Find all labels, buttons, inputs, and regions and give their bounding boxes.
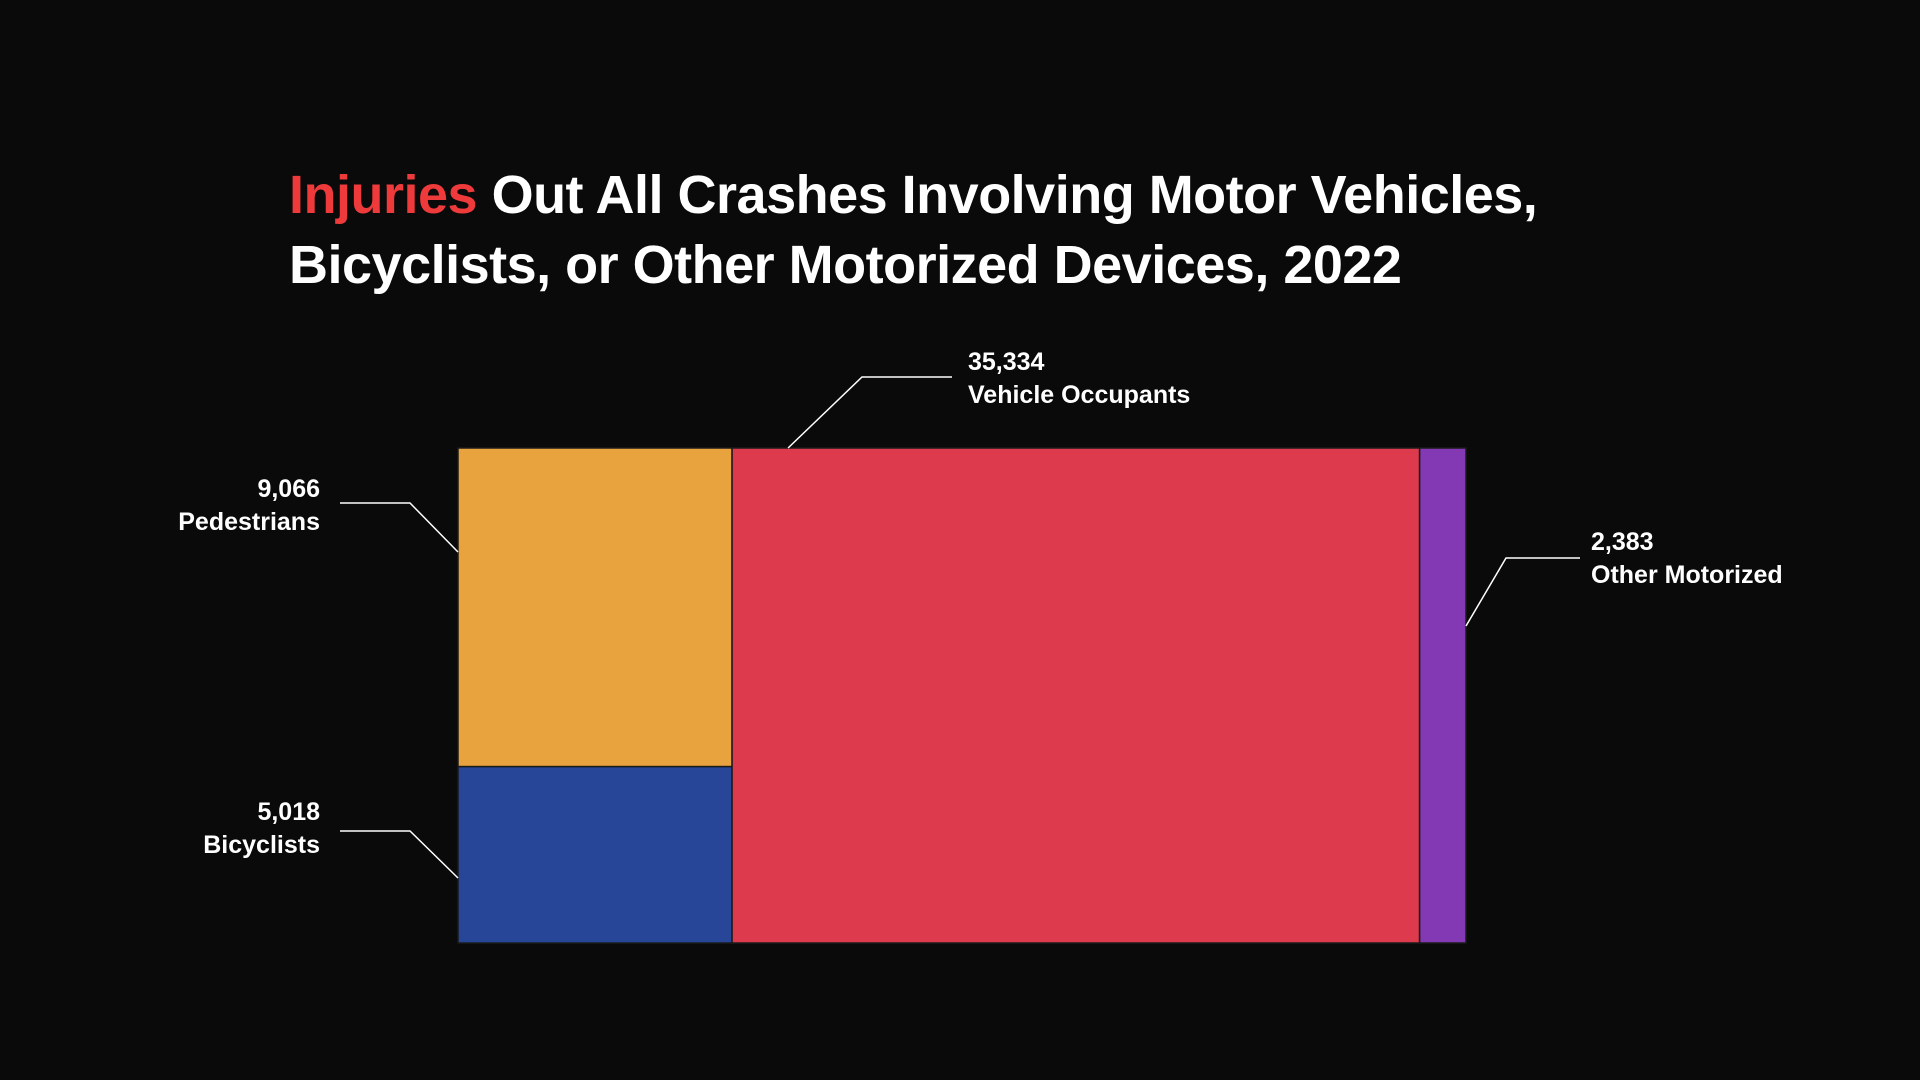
- data-label-name-other-motorized: Other Motorized: [1591, 561, 1783, 589]
- data-label-name-pedestrians: Pedestrians: [178, 508, 320, 536]
- chart-title-highlight: Injuries: [289, 165, 478, 225]
- leader-line-pedestrians: [340, 502, 459, 553]
- treemap-rect-vehicle-occupants: [731, 447, 1421, 944]
- chart-title: Injuries Out All Crashes Involving Motor…: [289, 160, 1689, 300]
- chart-title-line1: Out All Crashes Involving Motor Vehicles…: [477, 165, 1538, 225]
- treemap-rect-pedestrians: [457, 447, 733, 768]
- data-label-value-pedestrians: 9,066: [257, 475, 320, 503]
- data-label-value-bicyclists: 5,018: [257, 798, 320, 826]
- data-label-name-vehicle-occupants: Vehicle Occupants: [968, 381, 1190, 409]
- data-label-name-bicyclists: Bicyclists: [203, 831, 320, 859]
- chart-title-line2: Bicyclists, or Other Motorized Devices, …: [289, 235, 1402, 295]
- leader-line-vehicle-occupants: [787, 376, 952, 449]
- data-label-value-vehicle-occupants: 35,334: [968, 348, 1045, 376]
- data-label-value-other-motorized: 2,383: [1591, 528, 1654, 556]
- leader-line-other-motorized: [1465, 557, 1580, 627]
- treemap-rect-bicyclists: [457, 765, 733, 944]
- leader-line-bicyclists: [340, 830, 459, 879]
- treemap-rect-other-motorized: [1418, 447, 1467, 944]
